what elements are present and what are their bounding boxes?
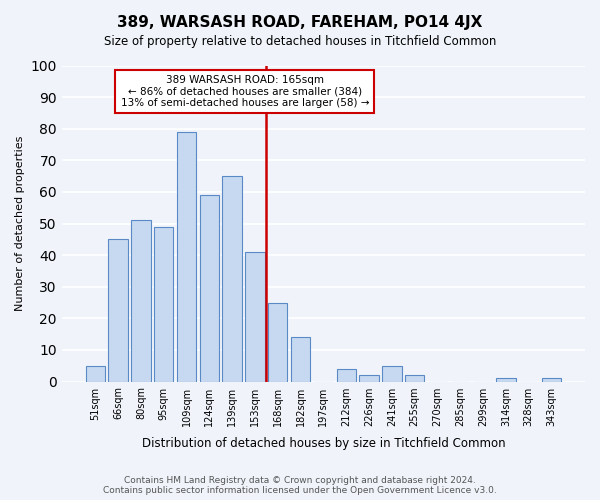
Bar (291, 338, 310, 382)
Bar (337, 369, 356, 382)
Bar (542, 378, 561, 382)
Bar (405, 375, 424, 382)
Bar (245, 252, 265, 382)
Bar (359, 375, 379, 382)
Bar (86, 366, 105, 382)
X-axis label: Distribution of detached houses by size in Titchfield Common: Distribution of detached houses by size … (142, 437, 505, 450)
Bar (223, 176, 242, 382)
Bar (154, 226, 173, 382)
Bar (200, 195, 219, 382)
Text: Contains HM Land Registry data © Crown copyright and database right 2024.
Contai: Contains HM Land Registry data © Crown c… (103, 476, 497, 495)
Bar (496, 378, 515, 382)
Bar (382, 366, 401, 382)
Bar (131, 220, 151, 382)
Text: Size of property relative to detached houses in Titchfield Common: Size of property relative to detached ho… (104, 35, 496, 48)
Bar (177, 132, 196, 382)
Y-axis label: Number of detached properties: Number of detached properties (15, 136, 25, 311)
Bar (268, 302, 287, 382)
Text: 389 WARSASH ROAD: 165sqm
← 86% of detached houses are smaller (384)
13% of semi-: 389 WARSASH ROAD: 165sqm ← 86% of detach… (121, 75, 369, 108)
Text: 389, WARSASH ROAD, FAREHAM, PO14 4JX: 389, WARSASH ROAD, FAREHAM, PO14 4JX (118, 15, 482, 30)
Bar (109, 240, 128, 382)
